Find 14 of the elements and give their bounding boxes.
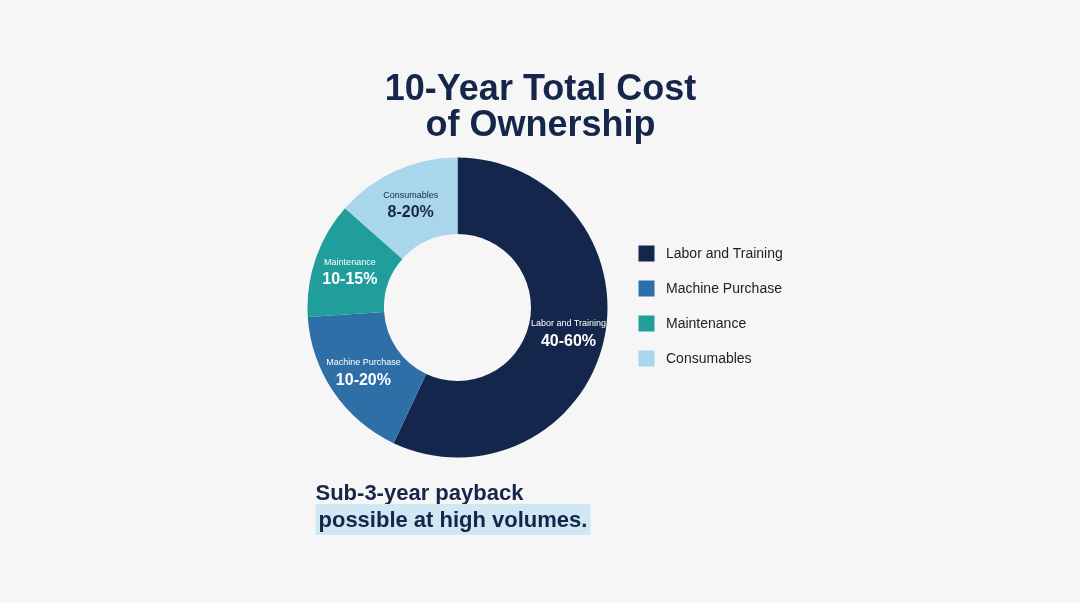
legend-label: Labor and Training bbox=[666, 245, 783, 261]
chart-title: 10-Year Total Cost of Ownership bbox=[384, 67, 697, 144]
text: Sub-3-year payback possible at high volumes. bbox=[315, 480, 588, 532]
text: 40-60% bbox=[540, 331, 597, 349]
legend-label: Consumables bbox=[666, 350, 752, 366]
text: 8-20% bbox=[387, 203, 434, 221]
slice-label: Maintenance bbox=[324, 256, 376, 267]
slice-label: Consumables bbox=[383, 189, 439, 200]
legend-label: Machine Purchase bbox=[666, 280, 782, 296]
slice-label: Labor and Training bbox=[530, 318, 606, 329]
text: 10-20% bbox=[335, 370, 391, 388]
slice-label: Machine Purchase bbox=[326, 357, 401, 368]
text: 10-15% bbox=[322, 270, 378, 288]
legend-label: Maintenance bbox=[666, 315, 747, 331]
